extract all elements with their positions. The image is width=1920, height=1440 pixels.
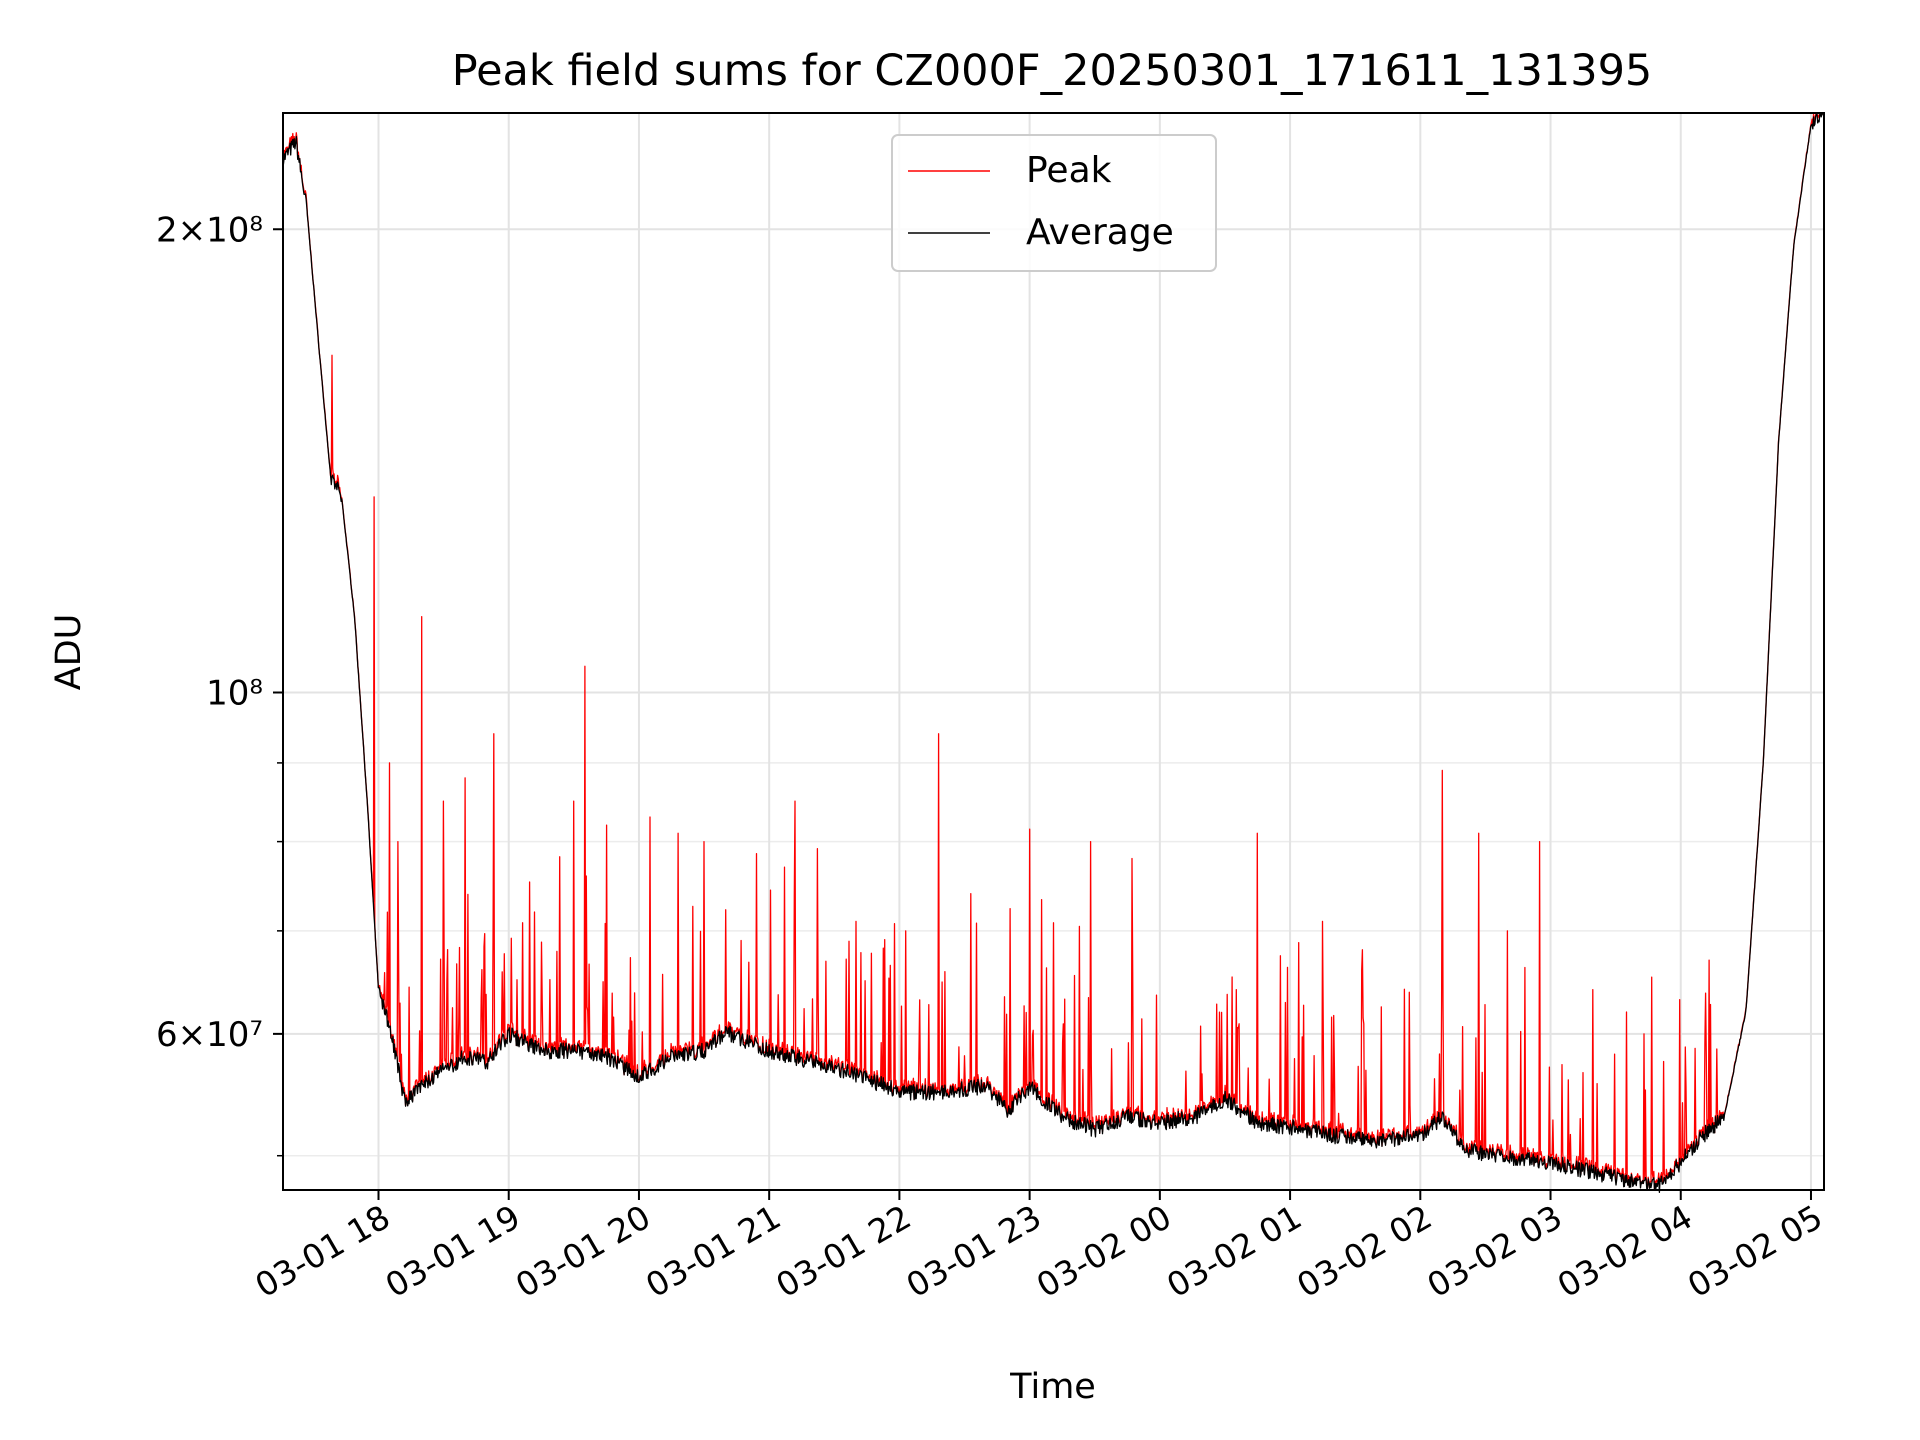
y-axis-label: ADU (49, 614, 89, 691)
series-lines (282, 113, 1825, 1193)
y-tick-label: 6×10⁷ (156, 1015, 263, 1055)
chart-title: Peak field sums for CZ000F_20250301_1716… (452, 46, 1653, 96)
y-tick-label: 10⁸ (206, 673, 263, 713)
series-line-average (282, 113, 1825, 1193)
legend-box (891, 134, 1217, 272)
legend-label-average: Average (1026, 212, 1174, 253)
y-tick-label: 2×10⁸ (156, 210, 263, 250)
legend: Peak Average (891, 134, 1217, 272)
x-axis-label: Time (1009, 1367, 1096, 1407)
plot-frame (282, 112, 1825, 1191)
legend-label-peak: Peak (1026, 150, 1112, 191)
